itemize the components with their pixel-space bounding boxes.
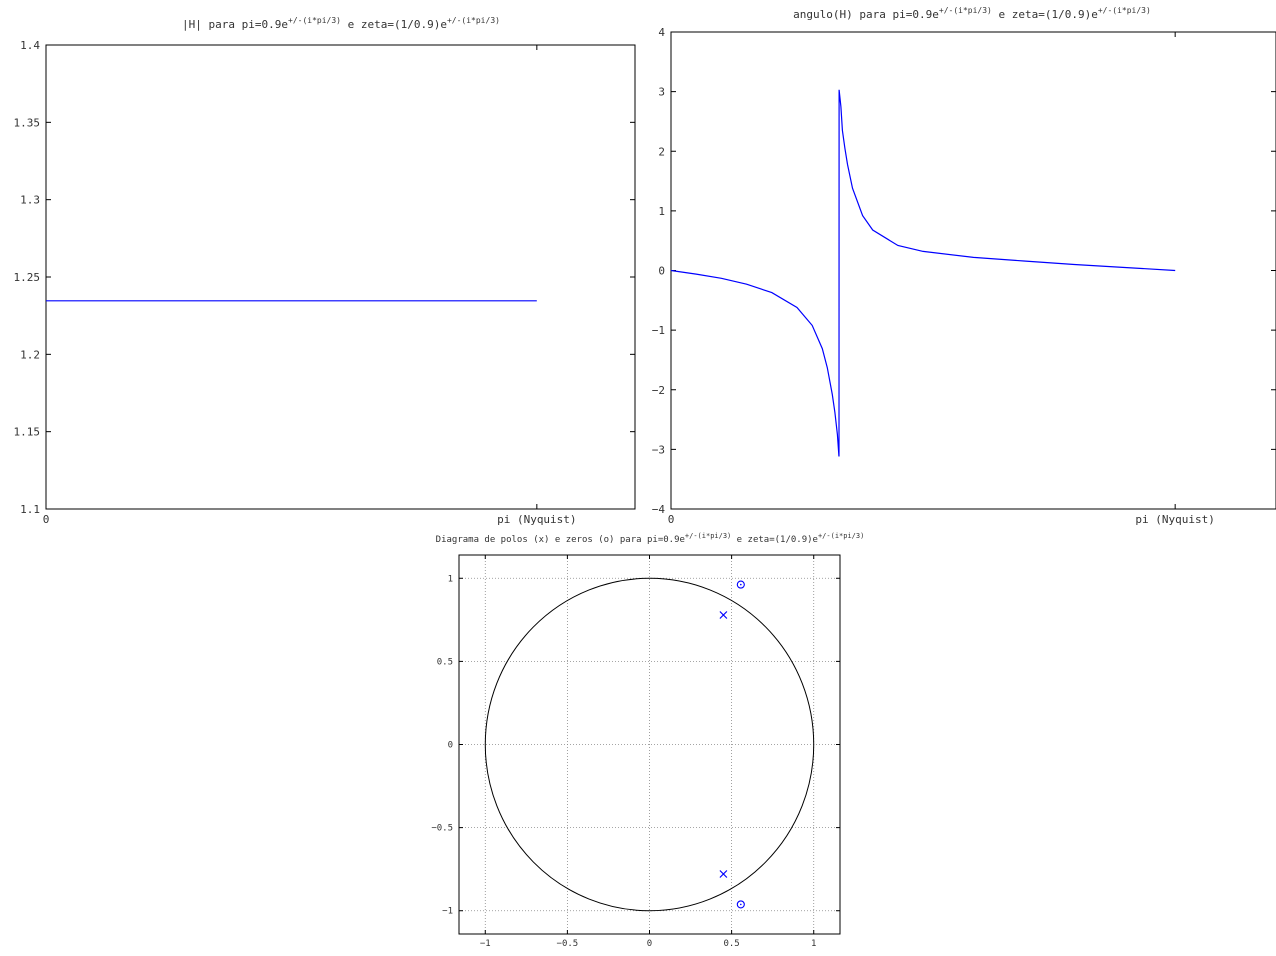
x-tick-label: −0.5 xyxy=(557,939,579,949)
y-tick-label: 1.4 xyxy=(20,39,40,52)
x-tick-label: pi (Nyquist) xyxy=(497,513,576,526)
y-tick-label: 1 xyxy=(448,574,453,584)
y-tick-label: 2 xyxy=(658,145,665,158)
pole-zero-plot-area: −1 −0.5 0 0.5 1 −1 −0.5 0 0.5 1 xyxy=(431,554,841,949)
plot-frame xyxy=(45,44,636,510)
phase-plot-area: −4 −3 −2 −1 0 1 2 3 4 0 pi (Nyquist) xyxy=(652,26,1276,526)
y-tick-label: −0.5 xyxy=(431,824,453,834)
unit-circle xyxy=(484,577,815,912)
y-tick-label: −4 xyxy=(652,503,666,516)
pole-marker xyxy=(719,611,728,619)
y-tick-label: −1 xyxy=(442,907,453,917)
y-tick-label: 1.15 xyxy=(14,426,41,439)
y-tick-label: 0 xyxy=(658,265,665,278)
zero-marker-dot xyxy=(740,583,742,586)
y-tick-label: 4 xyxy=(658,26,665,39)
pole-zero-title: Diagrama de polos (x) e zeros (o) para p… xyxy=(436,532,865,545)
x-tick-label: pi (Nyquist) xyxy=(1135,513,1214,526)
y-tick-label: −2 xyxy=(652,384,665,397)
zero-marker-ring xyxy=(736,580,745,589)
y-tick-label: 1.1 xyxy=(20,503,40,516)
zero-marker xyxy=(736,900,745,909)
pole-marker-stroke xyxy=(719,611,728,619)
series-line-0 xyxy=(670,89,1176,457)
y-tick-label: 3 xyxy=(658,86,665,99)
y-tick-label: −3 xyxy=(652,443,665,456)
x-tick-label: 0.5 xyxy=(723,939,739,949)
y-tick-label: 1.25 xyxy=(14,271,41,284)
y-tick-label: 1.3 xyxy=(20,194,40,207)
phase-plot: angulo(H) para pi=0.9e+/-(i*pi/3) e zeta… xyxy=(652,6,1276,526)
magnitude-plot: |H| para pi=0.9e+/-(i*pi/3) e zeta=(1/0.… xyxy=(14,16,636,526)
x-tick-label: 1 xyxy=(811,939,816,949)
pole-zero-plot: Diagrama de polos (x) e zeros (o) para p… xyxy=(431,532,864,949)
pole-marker xyxy=(719,870,728,878)
x-tick-label: −1 xyxy=(480,939,491,949)
y-tick-label: 1 xyxy=(658,205,665,218)
y-tick-label: 1.2 xyxy=(20,348,40,361)
y-tick-label: 0.5 xyxy=(437,657,453,667)
zero-marker-dot xyxy=(740,903,742,906)
y-tick-label: 1.35 xyxy=(14,116,41,129)
magnitude-title: |H| para pi=0.9e+/-(i*pi/3) e zeta=(1/0.… xyxy=(182,16,500,31)
y-tick-label: 0 xyxy=(448,741,453,751)
zero-marker-ring xyxy=(736,900,745,909)
x-tick-label: 0 xyxy=(668,513,675,526)
x-tick-label: 0 xyxy=(647,939,652,949)
y-tick-label: −1 xyxy=(652,324,665,337)
x-tick-label: 0 xyxy=(43,513,50,526)
plot-frame xyxy=(670,31,1276,510)
magnitude-plot-area: 1.1 1.15 1.2 1.25 1.3 1.35 1.4 0 pi (Nyquist) xyxy=(14,39,636,526)
phase-title: angulo(H) para pi=0.9e+/-(i*pi/3) e zeta… xyxy=(793,6,1151,21)
pole-marker-stroke xyxy=(719,870,728,878)
zero-marker xyxy=(736,580,745,589)
